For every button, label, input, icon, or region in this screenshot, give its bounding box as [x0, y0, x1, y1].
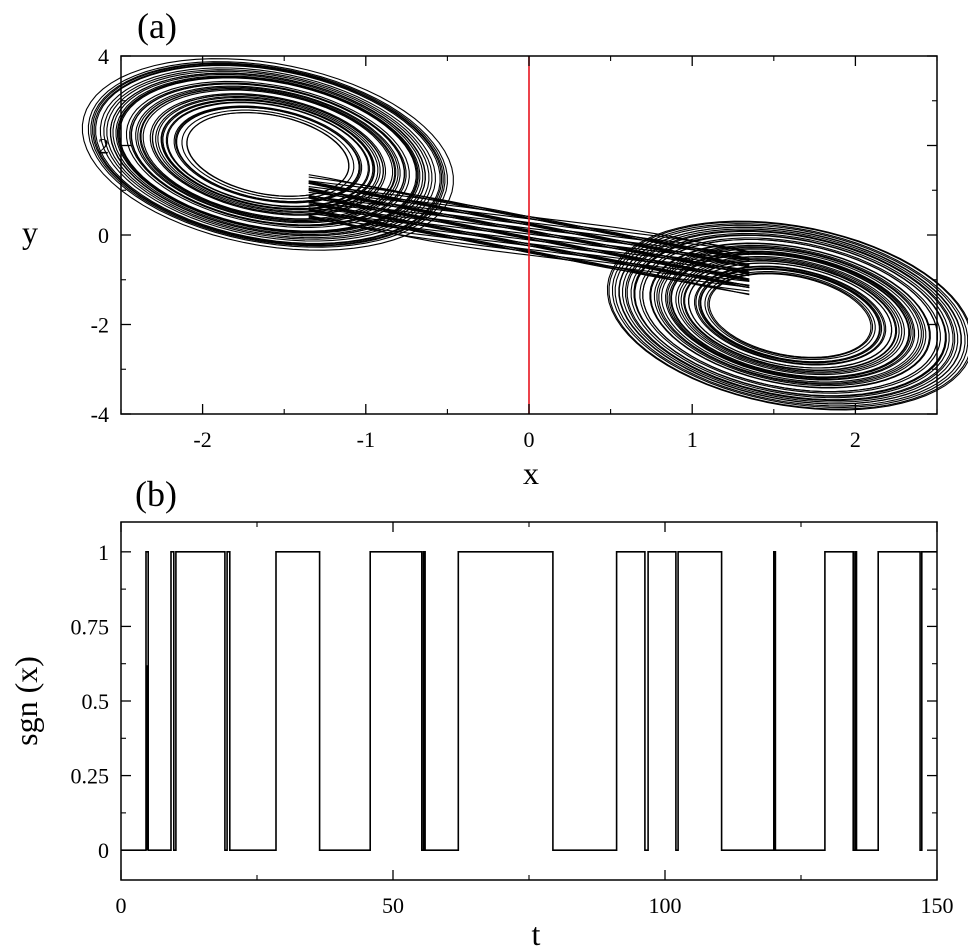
- x-axis-title-b: t: [532, 916, 541, 949]
- attractor-orbit-0-24: [129, 82, 407, 227]
- x-tick-label-a: -2: [193, 427, 211, 452]
- sign-timeseries-panel: (b) 0 50 100 150 0 0.25 0.5 0.75 1 t sgn (x): [8, 474, 954, 949]
- attractor-trajectory: [81, 58, 968, 411]
- x-tick-label-a: 0: [524, 427, 535, 452]
- attractor-orbit-0-13: [157, 97, 379, 212]
- attractor-orbit-0-12: [155, 95, 381, 213]
- attractor-orbit-1-28: [639, 237, 941, 394]
- attractor-orbit-0-16: [149, 93, 387, 216]
- attractor-orbit-0-38: [90, 62, 446, 247]
- attractor-orbit-1-38: [614, 224, 966, 407]
- attractor-orbit-0-36: [93, 64, 443, 245]
- attractor-orbit-1-20: [658, 247, 922, 384]
- x-tick-label-a: 1: [687, 427, 698, 452]
- attractor-orbit-1-32: [633, 234, 947, 397]
- panel-label-b: (b): [135, 474, 177, 514]
- y-axis-title-b: sgn (x): [8, 656, 44, 746]
- x-tick-label-a: 2: [850, 427, 861, 452]
- attractor-orbit-0-28: [118, 76, 418, 233]
- y-tick-label-b: 1: [98, 540, 109, 565]
- attractor-orbit-0-5: [173, 105, 363, 204]
- y-tick-label-a: -2: [91, 313, 109, 338]
- attractor-orbit-0-34: [103, 69, 433, 240]
- attractor-orbit-0-29: [115, 75, 421, 234]
- y-tick-label-b: 0.25: [71, 764, 110, 789]
- sign-series-line: [121, 551, 937, 851]
- axis-ticks-a: -2 -1 0 1 2 -4 -2 0 2 4: [91, 44, 938, 452]
- attractor-orbit-0-2: [181, 109, 355, 200]
- attractor-orbit-0-40: [87, 61, 448, 248]
- plot-frame-b: [120, 521, 938, 881]
- x-tick-label-b: 100: [649, 893, 682, 918]
- attractor-orbit-0-39: [92, 63, 444, 246]
- attractor-orbit-0-31: [112, 73, 424, 236]
- x-tick-label-b: 50: [382, 893, 404, 918]
- attractor-orbit-0-8: [165, 101, 370, 208]
- attractor-orbit-0-15: [152, 94, 384, 215]
- attractor-orbit-0-32: [110, 72, 426, 237]
- attractor-orbit-0-33: [106, 70, 430, 239]
- y-tick-label-a: 0: [98, 223, 109, 248]
- panel-label-a: (a): [137, 6, 177, 46]
- attractor-orbit-1-2: [704, 271, 876, 361]
- attractor-orbit-1-19: [665, 250, 916, 381]
- attractor-orbit-0-21: [135, 85, 401, 224]
- attractor-orbit-1-27: [642, 238, 938, 393]
- x-axis-title-a: x: [523, 455, 539, 491]
- attractor-orbit-0-25: [125, 80, 410, 229]
- attractor-orbit-0-19: [137, 86, 399, 223]
- attractor-orbit-1-22: [656, 246, 924, 385]
- attractor-orbit-1-11: [684, 260, 897, 371]
- attractor-orbit-1-18: [666, 251, 914, 380]
- attractor-orbit-0-41: [81, 58, 454, 251]
- attractor-orbit-0-20: [140, 88, 396, 221]
- x-tick-label-b: 150: [921, 893, 954, 918]
- attractor-orbit-1-1: [708, 273, 872, 358]
- attractor-orbit-1-40: [611, 223, 968, 408]
- attractor-orbit-0-23: [130, 83, 405, 226]
- sign-trace: [121, 551, 937, 851]
- y-tick-label-b: 0: [98, 838, 109, 863]
- attractor-orbit-0-17: [142, 89, 394, 220]
- axis-ticks-b: 0 50 100 150 0 0.25 0.5 0.75 1: [71, 522, 954, 918]
- x-tick-label-a: -1: [357, 427, 375, 452]
- y-tick-label-a: 2: [98, 134, 109, 159]
- attractor-orbit-0-37: [95, 64, 441, 244]
- x-tick-label-b: 0: [116, 893, 127, 918]
- attractor-orbit-0-1: [186, 112, 350, 197]
- y-tick-label-b: 0.5: [82, 689, 110, 714]
- y-tick-label-b: 0.75: [71, 614, 110, 639]
- attractor-orbit-0-35: [99, 67, 436, 242]
- y-tick-label-a: 4: [98, 44, 109, 69]
- attractor-panel: (a) -2 -1 0 1 2 -4 -2 0 2 4 x y: [22, 6, 968, 491]
- attractor-orbit-0-11: [161, 99, 375, 210]
- attractor-orbit-0-6: [175, 106, 361, 203]
- y-axis-title-a: y: [22, 214, 38, 250]
- y-tick-label-a: -4: [91, 402, 109, 427]
